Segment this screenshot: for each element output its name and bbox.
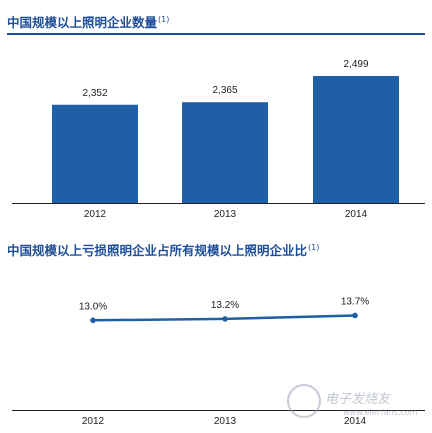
x-tick-label: 2014 — [345, 209, 368, 220]
line-value-label: 13.2% — [211, 300, 239, 311]
bar-chart-title-text: 中国规模以上照明企业数量 — [7, 15, 158, 30]
x-tick-label: 2014 — [344, 416, 367, 427]
line-point — [90, 317, 96, 324]
bar — [313, 75, 399, 203]
bar-value-label: 2,365 — [212, 85, 237, 96]
line-chart-title-note: (1) — [308, 242, 320, 252]
x-tick-label: 2012 — [84, 209, 107, 220]
bar-value-label: 2,499 — [343, 59, 368, 70]
bar — [182, 102, 268, 203]
line-point — [222, 316, 228, 322]
x-tick-label: 2013 — [214, 416, 237, 427]
line-chart-title: 中国规模以上亏损照明企业占所有规模以上照明企业比(1) — [7, 240, 319, 259]
line-value-label: 13.0% — [79, 301, 107, 312]
bar-chart-title-note: (1) — [158, 14, 170, 24]
x-tick-label: 2012 — [82, 416, 105, 427]
line-point — [352, 312, 358, 319]
watermark: 电子发烧友 www.elecfans.com — [285, 380, 425, 430]
bar-value-label: 2,352 — [82, 88, 107, 99]
x-tick-label: 2013 — [214, 209, 237, 220]
bar — [52, 104, 138, 203]
line-value-label: 13.7% — [341, 296, 369, 307]
bar-chart-title: 中国规模以上照明企业数量(1) — [7, 12, 169, 31]
watermark-url: www.elecfans.com — [343, 408, 418, 417]
watermark-text: 电子发烧友 — [325, 392, 391, 407]
bar-chart: 2,352 2012 2,365 2013 2,499 2014 — [12, 59, 425, 220]
watermark-logo-icon — [287, 384, 321, 418]
title-underline — [7, 33, 425, 35]
line-chart-title-text: 中国规模以上亏损照明企业占所有规模以上照明企业比 — [7, 243, 308, 258]
